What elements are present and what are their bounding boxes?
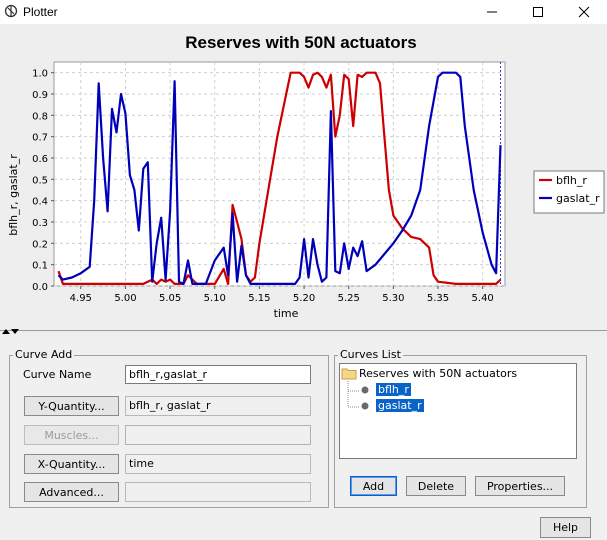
curve-node-icon xyxy=(361,386,369,393)
curves-list-group-label: Curves List xyxy=(338,348,403,361)
app-logo-icon xyxy=(4,4,18,18)
y-tick-label: 0.4 xyxy=(32,197,48,208)
x-tick-label: 5.00 xyxy=(114,293,136,304)
y-tick-label: 1.0 xyxy=(32,69,48,80)
curve-add-group-label: Curve Add xyxy=(13,348,75,361)
chart-title: Reserves with 50N actuators xyxy=(185,33,417,52)
chart-legend: bflh_r gaslat_r xyxy=(533,170,605,214)
curves-tree[interactable]: Reserves with 50N actuators bflh_r gasla… xyxy=(339,363,577,459)
y-axis-label: bflh_r, gaslat_r xyxy=(7,154,20,236)
properties-button[interactable]: Properties... xyxy=(475,476,565,496)
y-tick-label: 0.9 xyxy=(32,90,48,101)
curves-list-panel xyxy=(334,355,587,508)
delete-button[interactable]: Delete xyxy=(406,476,466,496)
advanced-button[interactable]: Advanced... xyxy=(24,482,119,502)
curve-name-label: Curve Name xyxy=(23,368,92,381)
muscles-button[interactable]: Muscles... xyxy=(24,425,119,445)
tree-connector-lines xyxy=(347,381,360,408)
curve-name-input[interactable]: bflh_r,gaslat_r xyxy=(125,365,311,384)
y-tick-label: 0.0 xyxy=(32,282,48,293)
close-icon xyxy=(578,6,590,18)
help-button[interactable]: Help xyxy=(540,517,591,538)
legend-box xyxy=(533,170,605,214)
curve-node-icon xyxy=(361,402,369,409)
x-tick-label: 4.95 xyxy=(70,293,92,304)
curve-add-panel xyxy=(9,355,329,508)
x-axis-label: time xyxy=(274,307,299,320)
maximize-icon xyxy=(533,7,543,17)
collapse-arrows-icon[interactable] xyxy=(1,328,21,336)
tree-item[interactable]: gaslat_r xyxy=(360,399,424,412)
y-tick-label: 0.2 xyxy=(32,239,48,250)
series-line-bflh-r xyxy=(57,71,502,285)
maximize-button[interactable] xyxy=(515,0,561,24)
x-tick-label: 5.10 xyxy=(204,293,226,304)
tree-item-label: gaslat_r xyxy=(376,399,424,412)
x-tick-label: 5.20 xyxy=(293,293,315,304)
tree-item-label: bflh_r xyxy=(376,383,411,396)
title-bar: Plotter xyxy=(0,0,607,24)
x-tick-label: 5.30 xyxy=(382,293,404,304)
x-quantity-button[interactable]: X-Quantity... xyxy=(24,454,119,474)
advanced-field xyxy=(125,482,311,502)
y-tick-label: 0.8 xyxy=(32,111,48,122)
minimize-icon xyxy=(487,11,497,13)
y-quantity-button[interactable]: Y-Quantity... xyxy=(24,396,119,416)
y-tick-label: 0.1 xyxy=(32,261,48,272)
tree-root-node[interactable]: Reserves with 50N actuators xyxy=(341,366,517,380)
series-line-gaslat-r xyxy=(57,71,502,285)
split-divider[interactable] xyxy=(0,328,607,337)
folder-icon xyxy=(341,368,357,380)
tree-item[interactable]: bflh_r xyxy=(360,383,411,396)
add-button[interactable]: Add xyxy=(350,476,397,496)
x-tick-label: 5.15 xyxy=(248,293,270,304)
line-chart: Reserves with 50N actuators 0.0 0.1 0.2 0.3… xyxy=(7,33,605,320)
plot-area[interactable]: Reserves with 50N actuators 0.0 0.1 0.2 0.3… xyxy=(0,24,607,330)
x-tick-label: 5.40 xyxy=(472,293,494,304)
tree-root-label: Reserves with 50N actuators xyxy=(359,366,518,380)
x-tick-label: 5.05 xyxy=(159,293,181,304)
muscles-field xyxy=(125,425,311,445)
minimize-button[interactable] xyxy=(469,0,515,24)
close-button[interactable] xyxy=(561,0,607,24)
x-quantity-field: time xyxy=(125,454,311,474)
x-tick-label: 5.35 xyxy=(427,293,449,304)
x-tick-label: 5.25 xyxy=(338,293,360,304)
legend-label: gaslat_r xyxy=(556,192,600,205)
y-tick-label: 0.6 xyxy=(32,154,48,165)
y-tick-label: 0.3 xyxy=(32,218,48,229)
legend-label: bflh_r xyxy=(556,174,587,187)
y-quantity-field: bflh_r, gaslat_r xyxy=(125,396,311,416)
y-tick-label: 0.7 xyxy=(32,133,48,144)
window-title: Plotter xyxy=(23,5,58,19)
y-tick-label: 0.5 xyxy=(32,175,48,186)
